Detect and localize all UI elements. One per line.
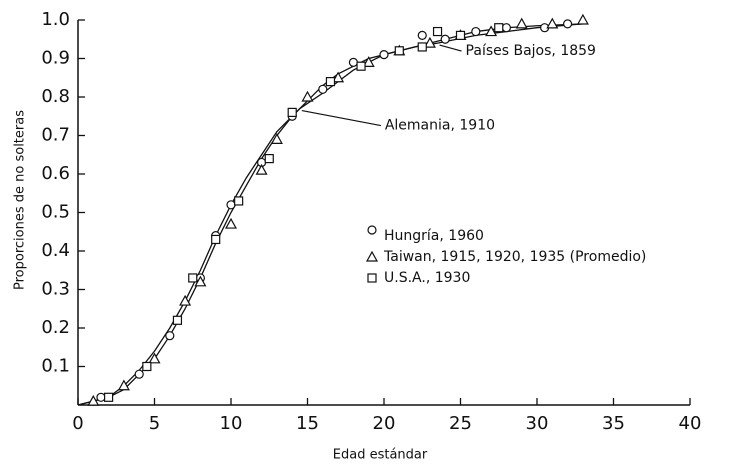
x-tick-label: 25 — [449, 413, 472, 434]
point — [234, 196, 244, 206]
point — [96, 392, 106, 402]
point — [255, 163, 268, 175]
x-tick-label: 20 — [373, 413, 396, 434]
point — [417, 30, 427, 41]
point — [417, 42, 427, 52]
point — [148, 352, 161, 364]
point — [318, 84, 328, 94]
y-tick-label: 0.8 — [41, 86, 70, 107]
point — [87, 394, 100, 406]
point — [356, 61, 366, 71]
point — [264, 154, 274, 164]
legend-label: Hungría, 1960 — [384, 228, 484, 244]
point — [188, 273, 198, 283]
point — [325, 76, 336, 87]
legend-marker — [367, 273, 377, 283]
annotation-arrow — [439, 44, 462, 52]
annotation-arrow — [301, 109, 381, 127]
y-tick-label: 0.7 — [41, 125, 70, 146]
point — [379, 50, 389, 60]
y-tick-label: 0.1 — [41, 356, 70, 377]
y-tick-label: 0.3 — [41, 279, 70, 300]
y-tick-label: 0.4 — [41, 240, 70, 261]
point — [301, 90, 314, 102]
point — [515, 17, 528, 29]
y-tick-label: 0.5 — [41, 202, 70, 223]
point — [576, 13, 589, 25]
annotation-label: Alemania, 1910 — [385, 118, 495, 134]
legend-marker — [367, 225, 377, 235]
curve — [77, 23, 583, 406]
x-tick-label: 0 — [72, 413, 83, 434]
point — [165, 331, 175, 341]
x-tick-label: 10 — [220, 413, 243, 434]
point — [546, 17, 559, 29]
point — [270, 133, 283, 144]
annotation-label: Países Bajos, 1859 — [466, 43, 596, 59]
point — [348, 57, 358, 67]
point — [494, 23, 504, 33]
y-axis-label: Proporciones de no solteras — [13, 110, 28, 290]
x-tick-label: 35 — [602, 413, 625, 434]
y-tick-label: 0.6 — [41, 163, 70, 184]
point — [287, 107, 297, 118]
point — [117, 379, 130, 391]
point — [471, 26, 481, 37]
legend-label: Taiwan, 1915, 1920, 1935 (Promedio) — [383, 249, 646, 265]
point — [332, 71, 345, 83]
point — [455, 30, 466, 40]
point — [179, 294, 192, 306]
point — [142, 361, 152, 372]
x-axis-label: Edad estándar — [333, 448, 428, 463]
point — [562, 19, 573, 29]
point — [211, 234, 221, 245]
point — [485, 25, 498, 37]
point — [362, 56, 375, 67]
x-tick-label: 5 — [149, 413, 160, 434]
x-tick-label: 30 — [526, 413, 549, 434]
point — [226, 200, 236, 210]
y-tick-label: 0.9 — [41, 48, 70, 69]
legend-marker — [365, 250, 379, 262]
point — [423, 36, 436, 48]
y-tick-label: 0.2 — [41, 317, 70, 338]
point — [103, 392, 114, 402]
x-tick-label: 15 — [296, 413, 319, 434]
point — [172, 315, 183, 325]
point — [224, 217, 238, 229]
point — [432, 26, 443, 37]
point — [134, 369, 144, 379]
point — [501, 23, 511, 33]
point — [394, 46, 404, 56]
x-tick-label: 40 — [679, 413, 702, 434]
legend-label: U.S.A., 1930 — [384, 270, 470, 286]
point — [194, 275, 207, 287]
point — [440, 34, 450, 44]
y-tick-label: 1.0 — [41, 9, 70, 30]
